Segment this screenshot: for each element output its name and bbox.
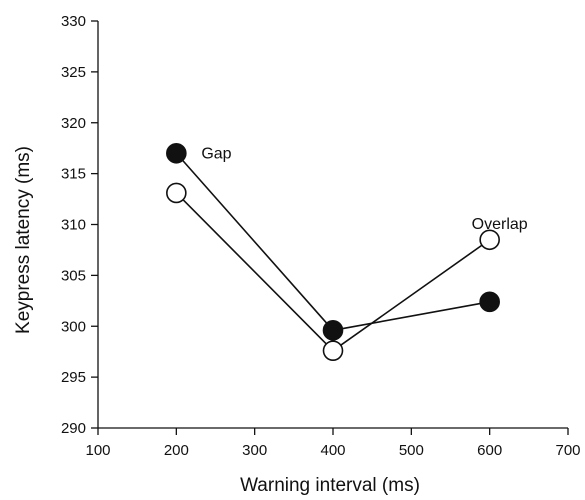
y-axis-label: Keypress latency (ms): [13, 146, 34, 334]
x-tick-label: 700: [555, 442, 580, 459]
overlap-point: [166, 182, 187, 204]
x-axis-ticks: 100 200 300 400 500 600 700: [85, 428, 581, 459]
y-tick-label: 305: [61, 267, 86, 284]
x-tick-label: 100: [85, 442, 110, 459]
x-tick-label: 300: [242, 442, 267, 459]
x-tick-label: 500: [399, 442, 424, 459]
y-tick-label: 290: [61, 420, 86, 437]
y-tick-label: 325: [61, 64, 86, 81]
y-tick-label: 320: [61, 115, 86, 132]
gap-point: [322, 320, 344, 341]
y-tick-label: 310: [61, 217, 86, 234]
gap-point: [479, 291, 500, 313]
x-tick-label: 200: [164, 442, 189, 459]
x-tick-label: 600: [477, 442, 502, 459]
gap-line: [175, 152, 490, 332]
overlap-series-label: Overlap: [472, 216, 528, 233]
x-axis-label: Warning interval (ms): [240, 475, 420, 496]
y-axis-ticks: 290 295 300 305 310 315 320 325 330: [61, 13, 98, 437]
gap-series-label: Gap: [201, 145, 231, 162]
overlap-point: [322, 340, 344, 361]
y-tick-label: 330: [61, 13, 86, 30]
series-labels: Gap Overlap: [201, 145, 527, 232]
overlap-point: [479, 229, 500, 251]
y-tick-label: 295: [61, 369, 86, 386]
series-layer: [166, 142, 500, 361]
y-tick-label: 300: [61, 318, 86, 335]
x-tick-label: 400: [320, 442, 345, 459]
y-tick-label: 315: [61, 166, 86, 183]
gap-point: [166, 142, 187, 164]
